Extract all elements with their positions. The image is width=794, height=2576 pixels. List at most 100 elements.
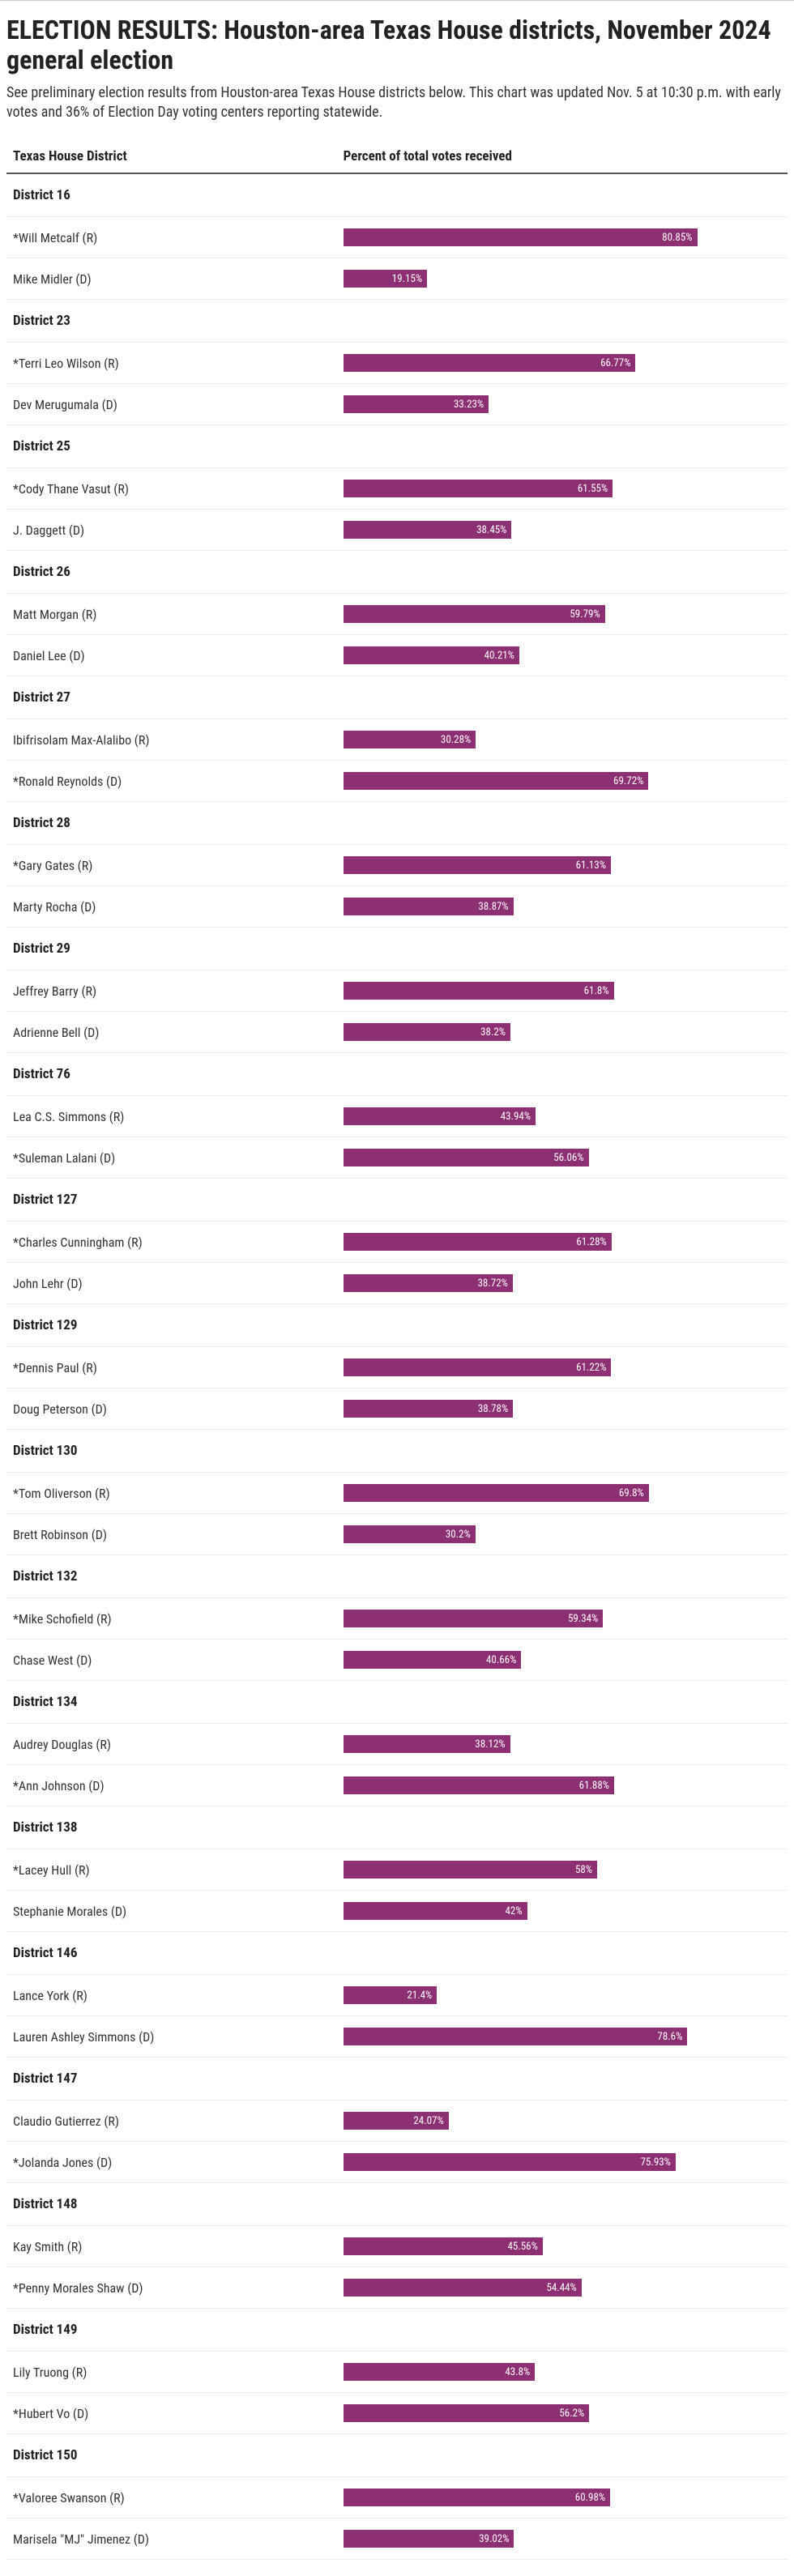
candidate-name: *Ann Johnson (D) <box>13 1778 344 1793</box>
bar-label: 66.77% <box>596 357 635 369</box>
bar-wrap: 38.72% <box>344 1274 781 1292</box>
candidate-name: *Hubert Vo (D) <box>13 2406 344 2421</box>
bar: 56.2% <box>344 2404 590 2422</box>
candidate-name: *Charles Cunningham (R) <box>13 1235 344 1250</box>
candidate-name: Dev Merugumala (D) <box>13 397 344 412</box>
candidate-name: Lance York (R) <box>13 1988 344 2003</box>
candidate-name: Matt Morgan (R) <box>13 607 344 622</box>
bar-wrap: 61.8% <box>344 982 781 1000</box>
candidate-row: Doug Peterson (D)38.78% <box>6 1388 788 1430</box>
candidate-row: Mike Midler (D) 19.15% <box>6 258 788 300</box>
bar: 43.8% <box>344 2363 536 2381</box>
candidate-row: Lily Truong (R) 43.8% <box>6 2352 788 2393</box>
candidate-row: *Ann Johnson (D) 61.88% <box>6 1765 788 1806</box>
bar: 61.88% <box>344 1776 614 1794</box>
bar-label: 61.88% <box>574 1780 614 1792</box>
chart-title: ELECTION RESULTS: Houston-area Texas Hou… <box>6 15 788 75</box>
candidate-row: *Will Metcalf (R) 80.85% <box>6 217 788 258</box>
bar: 60.98% <box>344 2489 611 2506</box>
candidate-name: Kay Smith (R) <box>13 2239 344 2254</box>
bar-wrap: 38.87% <box>344 898 781 915</box>
bar-label: 61.22% <box>571 1362 611 1374</box>
bar: 61.22% <box>344 1358 612 1376</box>
bar-wrap: 56.06% <box>344 1149 781 1166</box>
bar-label: 40.21% <box>480 650 519 662</box>
candidate-name: *Tom Oliverson (R) <box>13 1486 344 1501</box>
bar: 78.6% <box>344 2028 688 2045</box>
district-header: District 28 <box>6 802 788 845</box>
bar-label: 21.4% <box>402 1990 437 2002</box>
bar-label: 61.8% <box>579 985 614 997</box>
bar-label: 80.85% <box>657 232 697 244</box>
candidate-name: Chase West (D) <box>13 1653 344 1668</box>
bar-wrap: 33.23% <box>344 395 781 413</box>
district-header: District 147 <box>6 2058 788 2100</box>
bar: 61.13% <box>344 856 611 874</box>
bar: 38.2% <box>344 1023 510 1041</box>
bar-wrap: 75.93% <box>344 2153 781 2171</box>
district-header: District 25 <box>6 425 788 468</box>
district-header: District 129 <box>6 1304 788 1347</box>
chart-container: ELECTION RESULTS: Houston-area Texas Hou… <box>0 0 794 2576</box>
bar-label: 54.44% <box>541 2282 581 2294</box>
bar: 66.77% <box>344 354 636 372</box>
column-header-row: Texas House District Percent of total vo… <box>6 140 788 174</box>
candidate-row: Lauren Ashley Simmons (D)78.6% <box>6 2016 788 2058</box>
bar: 24.07% <box>344 2112 449 2130</box>
bar: 40.66% <box>344 1651 522 1669</box>
candidate-name: *Valoree Swanson (R) <box>13 2490 344 2506</box>
candidate-name: Marty Rocha (D) <box>13 899 344 915</box>
bar-label: 38.72% <box>473 1277 513 1290</box>
bar: 40.21% <box>344 646 519 664</box>
district-header: District 16 <box>6 174 788 217</box>
bar-label: 69.8% <box>614 1487 649 1499</box>
candidate-row: Chase West (D)40.66% <box>6 1640 788 1681</box>
candidate-name: Brett Robinson (D) <box>13 1527 344 1542</box>
bar-wrap: 59.34% <box>344 1610 781 1627</box>
candidate-name: Jeffrey Barry (R) <box>13 983 344 999</box>
candidate-row: *Charles Cunningham (R)61.28% <box>6 1222 788 1263</box>
bar-wrap: 40.21% <box>344 646 781 664</box>
bar: 38.87% <box>344 898 514 915</box>
district-header: District 149 <box>6 2309 788 2352</box>
candidate-name: J. Daggett (D) <box>13 522 344 538</box>
candidate-row: Claudio Gutierrez (R)24.07% <box>6 2100 788 2142</box>
bar: 30.28% <box>344 731 476 748</box>
bar-label: 38.87% <box>473 901 513 913</box>
chart-subtitle: See preliminary election results from Ho… <box>6 83 788 123</box>
candidate-row: *Hubert Vo (D)56.2% <box>6 2393 788 2434</box>
bar-label: 30.28% <box>436 734 476 746</box>
candidate-name: Daniel Lee (D) <box>13 648 344 663</box>
district-header: District 130 <box>6 1430 788 1473</box>
bar: 19.15% <box>344 270 427 288</box>
candidate-name: Lily Truong (R) <box>13 2365 344 2380</box>
candidate-name: Mike Midler (D) <box>13 271 344 287</box>
candidate-row: Brett Robinson (D) 30.2% <box>6 1514 788 1555</box>
candidate-row: Kay Smith (R)45.56% <box>6 2226 788 2267</box>
bar-wrap: 60.98% <box>344 2489 781 2506</box>
bar-wrap: 61.55% <box>344 480 781 497</box>
bar-wrap: 61.22% <box>344 1358 781 1376</box>
candidate-name: *Penny Morales Shaw (D) <box>13 2280 344 2296</box>
bar-label: 19.15% <box>387 273 427 285</box>
bar-wrap: 30.28% <box>344 731 781 748</box>
bar-label: 38.78% <box>473 1403 513 1415</box>
district-header: District 29 <box>6 928 788 970</box>
bar-wrap: 45.56% <box>344 2237 781 2255</box>
column-header-name: Texas House District <box>13 148 344 164</box>
bar-wrap: 58% <box>344 1861 781 1879</box>
bar-label: 30.2% <box>441 1529 476 1541</box>
bar: 42% <box>344 1902 527 1920</box>
bar-wrap: 61.88% <box>344 1776 781 1794</box>
bar-wrap: 66.77% <box>344 354 781 372</box>
bar-wrap: 54.44% <box>344 2279 781 2297</box>
candidate-name: Lea C.S. Simmons (R) <box>13 1109 344 1124</box>
district-header: District 127 <box>6 1179 788 1222</box>
candidate-row: Stephanie Morales (D)42% <box>6 1891 788 1932</box>
bar: 56.06% <box>344 1149 589 1166</box>
candidate-row: Audrey Douglas (R)38.12% <box>6 1724 788 1765</box>
bar: 80.85% <box>344 228 698 246</box>
bar-label: 43.8% <box>500 2366 535 2378</box>
candidate-name: *Will Metcalf (R) <box>13 230 344 245</box>
bar-label: 60.98% <box>570 2492 610 2504</box>
